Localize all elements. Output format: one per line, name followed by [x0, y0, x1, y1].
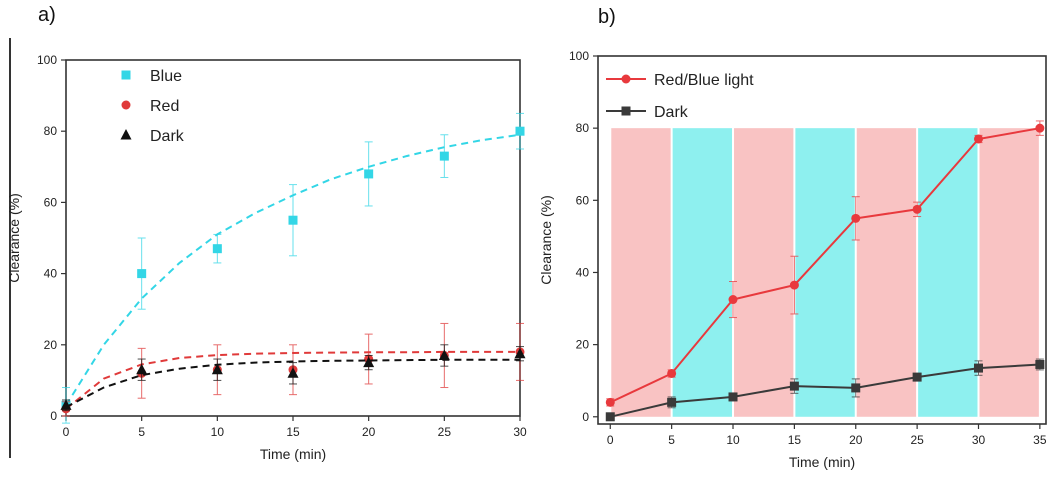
y-tick-label: 60 — [44, 195, 58, 209]
y-tick-label: 100 — [37, 53, 57, 67]
data-point — [438, 349, 450, 360]
series-red-blue-light — [605, 120, 1045, 407]
light-band-6 — [979, 128, 1039, 417]
left-divider — [9, 38, 11, 458]
data-point — [1035, 359, 1045, 369]
legend-item-dark: Dark — [606, 104, 689, 121]
legend-marker — [621, 74, 631, 84]
x-tick-label: 25 — [438, 425, 452, 439]
x-tick-label: 15 — [286, 425, 300, 439]
y-axis-label: Clearance (%) — [6, 193, 22, 282]
y-tick-label: 40 — [44, 267, 58, 281]
data-point — [789, 280, 799, 290]
x-tick-label: 5 — [668, 433, 675, 447]
y-tick-label: 20 — [44, 338, 58, 352]
y-tick-label: 0 — [50, 409, 57, 423]
data-point — [439, 151, 449, 161]
data-point — [287, 367, 299, 378]
legend-item-blue: Blue — [121, 68, 182, 85]
data-point — [605, 412, 615, 422]
light-band-3 — [795, 128, 855, 417]
light-band-2 — [734, 128, 794, 417]
data-point — [60, 399, 72, 410]
light-band-0 — [611, 128, 671, 417]
y-tick-label: 0 — [582, 410, 589, 424]
light-band-4 — [856, 128, 917, 417]
y-tick-label: 80 — [44, 124, 58, 138]
data-point — [137, 269, 147, 279]
series-line — [609, 127, 1041, 404]
x-tick-label: 5 — [138, 425, 145, 439]
data-point — [912, 372, 922, 382]
y-tick-label: 60 — [576, 193, 590, 207]
y-tick-label: 100 — [569, 49, 589, 63]
data-point — [212, 244, 222, 254]
data-point — [605, 397, 615, 407]
y-tick-label: 20 — [576, 338, 590, 352]
x-tick-label: 0 — [63, 425, 70, 439]
data-point — [912, 204, 922, 214]
series-dark — [605, 358, 1045, 422]
legend-item-red: Red — [121, 98, 179, 115]
x-tick-label: 10 — [726, 433, 740, 447]
y-tick-label: 80 — [576, 121, 590, 135]
legend-label: Dark — [150, 128, 185, 145]
legend-label: Red/Blue light — [654, 72, 754, 89]
x-tick-label: 30 — [513, 425, 527, 439]
data-point — [1035, 123, 1045, 133]
data-point — [667, 397, 677, 407]
legend-label: Red — [150, 98, 179, 115]
legend-marker — [621, 106, 631, 116]
data-point — [667, 368, 677, 378]
x-tick-label: 20 — [849, 433, 863, 447]
x-tick-label: 35 — [1033, 433, 1047, 447]
legend-marker — [121, 70, 131, 80]
data-point — [515, 126, 525, 136]
series-line — [610, 363, 1040, 418]
light-band-5 — [918, 128, 978, 417]
legend-marker — [120, 129, 132, 140]
data-point — [514, 347, 526, 359]
x-tick-label: 20 — [362, 425, 376, 439]
x-tick-label: 25 — [910, 433, 924, 447]
data-point — [728, 392, 738, 402]
data-point — [728, 295, 738, 305]
x-axis-label: Time (min) — [789, 454, 855, 470]
legend-item-red-blue-light: Red/Blue light — [606, 72, 754, 89]
data-point — [973, 134, 983, 144]
y-axis-label: Clearance (%) — [538, 195, 554, 284]
legend-item-dark: Dark — [120, 128, 185, 145]
panel-b-label: b) — [598, 6, 616, 28]
light-band-1 — [672, 128, 733, 417]
data-point — [789, 381, 799, 391]
x-tick-label: 15 — [788, 433, 802, 447]
panel-a-label: a) — [38, 4, 56, 26]
x-tick-label: 10 — [211, 425, 225, 439]
y-tick-label: 40 — [576, 265, 590, 279]
data-point — [364, 169, 374, 179]
data-point — [973, 363, 983, 373]
x-tick-label: 30 — [972, 433, 986, 447]
series-dark — [60, 344, 526, 412]
legend-label: Blue — [150, 68, 182, 85]
plot-frame — [597, 55, 1047, 425]
data-point — [288, 215, 298, 225]
data-point — [851, 213, 861, 223]
legend-label: Dark — [654, 104, 689, 121]
x-axis-label: Time (min) — [260, 446, 326, 462]
legend-marker — [121, 100, 131, 110]
data-point — [363, 356, 375, 368]
x-tick-label: 0 — [607, 433, 614, 447]
data-point — [851, 383, 861, 393]
data-point — [211, 363, 223, 375]
data-point — [136, 363, 148, 375]
